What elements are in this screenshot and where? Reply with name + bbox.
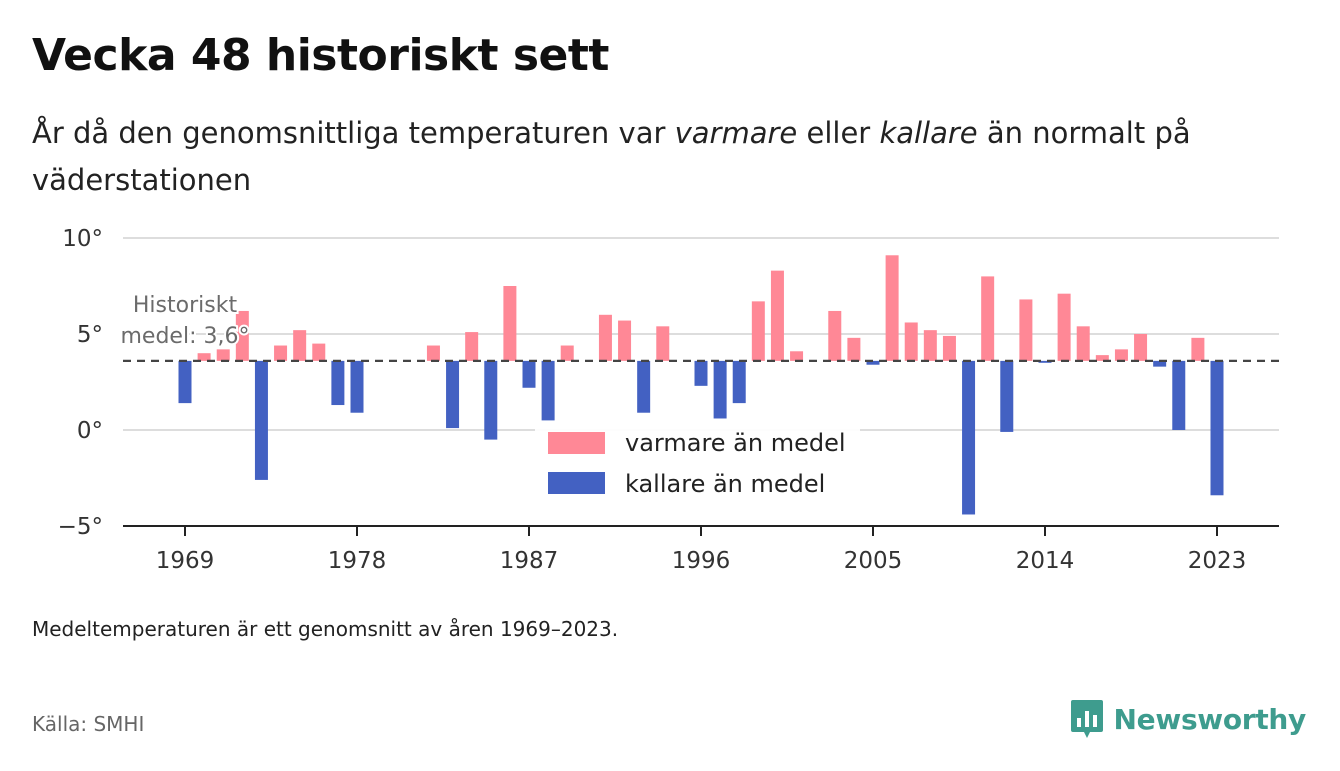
bar-cold <box>713 360 727 419</box>
bar-warm <box>312 343 326 361</box>
legend-cold-label: kallare än medel <box>625 470 825 498</box>
x-tick-label: 1978 <box>328 548 387 574</box>
x-tick-label: 1987 <box>500 548 559 574</box>
bar-warm <box>1095 355 1109 361</box>
bars <box>178 255 1224 515</box>
bar-warm <box>923 330 937 361</box>
subtitle-text-start: År då den genomsnittliga temperaturen va… <box>32 116 675 150</box>
x-tick-label: 2014 <box>1016 548 1075 574</box>
baseline-label: Historiskt medel: 3,6° <box>119 291 252 351</box>
bar-warm <box>426 345 440 361</box>
bar-warm <box>560 345 574 361</box>
subtitle-text-mid: eller <box>797 116 880 150</box>
bar-warm <box>618 320 632 361</box>
bar-chart-logo-icon <box>1070 700 1103 738</box>
legend-warm-label: varmare än medel <box>625 429 846 457</box>
bar-cold <box>254 360 268 480</box>
y-tick-label: −5° <box>58 514 103 540</box>
bar-cold <box>866 360 880 365</box>
bar-warm <box>235 310 249 361</box>
bar-cold <box>178 360 192 404</box>
page-title: Vecka 48 historiskt sett <box>32 30 609 81</box>
bar-warm <box>656 326 670 361</box>
bar-cold <box>350 360 364 413</box>
bar-warm <box>293 330 307 361</box>
bar-cold <box>541 360 555 421</box>
brand-logo: Newsworthy <box>1070 698 1306 740</box>
bar-cold <box>962 360 976 515</box>
bar-warm <box>790 351 804 361</box>
subtitle-text-end: än normalt på väderstationen <box>32 116 1191 197</box>
legend: varmare än medel kallare än medel <box>535 424 860 506</box>
bar-cold <box>694 360 708 386</box>
bar-cold <box>637 360 651 413</box>
x-tick-label: 1996 <box>672 548 731 574</box>
bar-cold <box>732 360 746 404</box>
bar-warm <box>904 322 918 361</box>
y-tick-label: 10° <box>62 226 103 252</box>
bar-cold <box>522 360 536 388</box>
bar-warm <box>216 349 230 361</box>
bar-warm <box>1134 334 1148 361</box>
brand-name: Newsworthy <box>1113 702 1307 736</box>
bar-warm <box>885 255 899 361</box>
bar-warm <box>274 345 288 361</box>
y-tick-label: 0° <box>77 418 103 444</box>
bar-warm <box>1076 326 1090 361</box>
bar-warm <box>847 337 861 361</box>
bar-warm <box>1019 299 1033 361</box>
bar-cold <box>1210 360 1224 496</box>
subtitle-warm-word: varmare <box>674 116 798 150</box>
bar-warm <box>1191 337 1205 361</box>
bar-warm <box>942 335 956 361</box>
bar-cold <box>1172 360 1186 430</box>
bar-warm <box>981 276 995 361</box>
bar-warm <box>1114 349 1128 361</box>
x-tick-label: 2023 <box>1188 548 1247 574</box>
bar-cold <box>484 360 498 440</box>
x-tick-label: 2005 <box>844 548 903 574</box>
bar-warm <box>465 332 479 361</box>
bar-cold <box>1000 360 1014 432</box>
bar-warm <box>828 310 842 361</box>
bar-warm <box>751 301 765 361</box>
baseline-label-line1: Historiskt <box>133 293 238 318</box>
bar-warm <box>197 353 211 361</box>
bar-warm <box>598 314 612 361</box>
subtitle-cold-word: kallare <box>879 116 978 150</box>
y-axis-labels: 10° 5° 0° −5° <box>58 226 103 540</box>
bar-cold <box>331 360 345 406</box>
legend-cold-swatch <box>548 472 605 494</box>
baseline-label-line2: medel: 3,6° <box>121 324 250 349</box>
x-axis-ticks: 1969 1978 1987 1996 2005 2014 2023 <box>156 526 1247 574</box>
bar-warm <box>1057 293 1071 361</box>
x-tick-label: 1969 <box>156 548 215 574</box>
bar-cold <box>1153 360 1167 367</box>
legend-warm-swatch <box>548 432 605 454</box>
bar-chart: 10°5°0°−5° Historiskt medel: 3,6° 1969 19… <box>58 226 1279 574</box>
bar-warm <box>503 286 517 361</box>
y-tick-label: 5° <box>77 322 103 348</box>
bar-cold <box>446 360 460 429</box>
source-text: Källa: SMHI <box>32 712 145 736</box>
chart-subtitle: År då den genomsnittliga temperaturen va… <box>32 110 1272 204</box>
chart-note: Medeltemperaturen är ett genomsnitt av å… <box>32 617 619 641</box>
bar-cold <box>1038 360 1052 363</box>
bar-warm <box>770 270 784 361</box>
